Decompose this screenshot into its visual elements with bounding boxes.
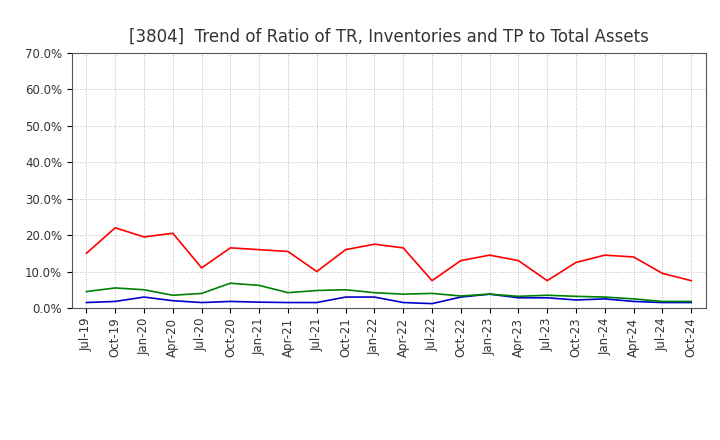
Inventories <box>226 299 235 304</box>
Trade Receivables <box>341 247 350 252</box>
Trade Receivables <box>514 258 523 263</box>
Trade Receivables <box>485 253 494 258</box>
Line: Trade Receivables: Trade Receivables <box>86 228 691 281</box>
Trade Payables <box>428 291 436 296</box>
Trade Receivables <box>370 242 379 247</box>
Trade Payables <box>284 290 292 295</box>
Inventories <box>658 300 667 305</box>
Inventories <box>168 298 177 303</box>
Inventories <box>543 295 552 301</box>
Trade Payables <box>687 299 696 304</box>
Trade Payables <box>226 281 235 286</box>
Inventories <box>572 297 580 303</box>
Trade Payables <box>543 293 552 298</box>
Trade Receivables <box>687 278 696 283</box>
Inventories <box>600 296 609 301</box>
Trade Payables <box>600 294 609 300</box>
Trade Payables <box>399 292 408 297</box>
Line: Trade Payables: Trade Payables <box>86 283 691 301</box>
Inventories <box>456 294 465 300</box>
Trade Receivables <box>399 245 408 250</box>
Inventories <box>485 292 494 297</box>
Title: [3804]  Trend of Ratio of TR, Inventories and TP to Total Assets: [3804] Trend of Ratio of TR, Inventories… <box>129 28 649 46</box>
Trade Payables <box>456 293 465 299</box>
Inventories <box>687 300 696 305</box>
Inventories <box>399 300 408 305</box>
Trade Receivables <box>284 249 292 254</box>
Trade Payables <box>312 288 321 293</box>
Inventories <box>428 301 436 306</box>
Trade Payables <box>197 291 206 296</box>
Trade Receivables <box>629 254 638 260</box>
Trade Receivables <box>428 278 436 283</box>
Trade Receivables <box>456 258 465 263</box>
Trade Receivables <box>226 245 235 250</box>
Trade Receivables <box>111 225 120 231</box>
Trade Payables <box>341 287 350 293</box>
Trade Receivables <box>572 260 580 265</box>
Line: Inventories: Inventories <box>86 294 691 304</box>
Inventories <box>255 300 264 305</box>
Inventories <box>514 295 523 301</box>
Inventories <box>140 294 148 300</box>
Trade Payables <box>514 293 523 299</box>
Inventories <box>82 300 91 305</box>
Trade Payables <box>572 293 580 299</box>
Trade Payables <box>629 296 638 301</box>
Trade Receivables <box>255 247 264 252</box>
Trade Payables <box>82 289 91 294</box>
Inventories <box>629 299 638 304</box>
Trade Payables <box>370 290 379 295</box>
Trade Receivables <box>82 251 91 256</box>
Inventories <box>197 300 206 305</box>
Trade Receivables <box>140 234 148 239</box>
Inventories <box>370 294 379 300</box>
Trade Payables <box>255 283 264 288</box>
Trade Payables <box>485 292 494 297</box>
Trade Payables <box>168 293 177 298</box>
Inventories <box>341 294 350 300</box>
Trade Receivables <box>197 265 206 271</box>
Trade Payables <box>658 299 667 304</box>
Trade Receivables <box>600 253 609 258</box>
Trade Receivables <box>543 278 552 283</box>
Inventories <box>111 299 120 304</box>
Inventories <box>284 300 292 305</box>
Trade Receivables <box>168 231 177 236</box>
Inventories <box>312 300 321 305</box>
Trade Payables <box>111 285 120 290</box>
Trade Receivables <box>312 269 321 274</box>
Trade Receivables <box>658 271 667 276</box>
Trade Payables <box>140 287 148 293</box>
